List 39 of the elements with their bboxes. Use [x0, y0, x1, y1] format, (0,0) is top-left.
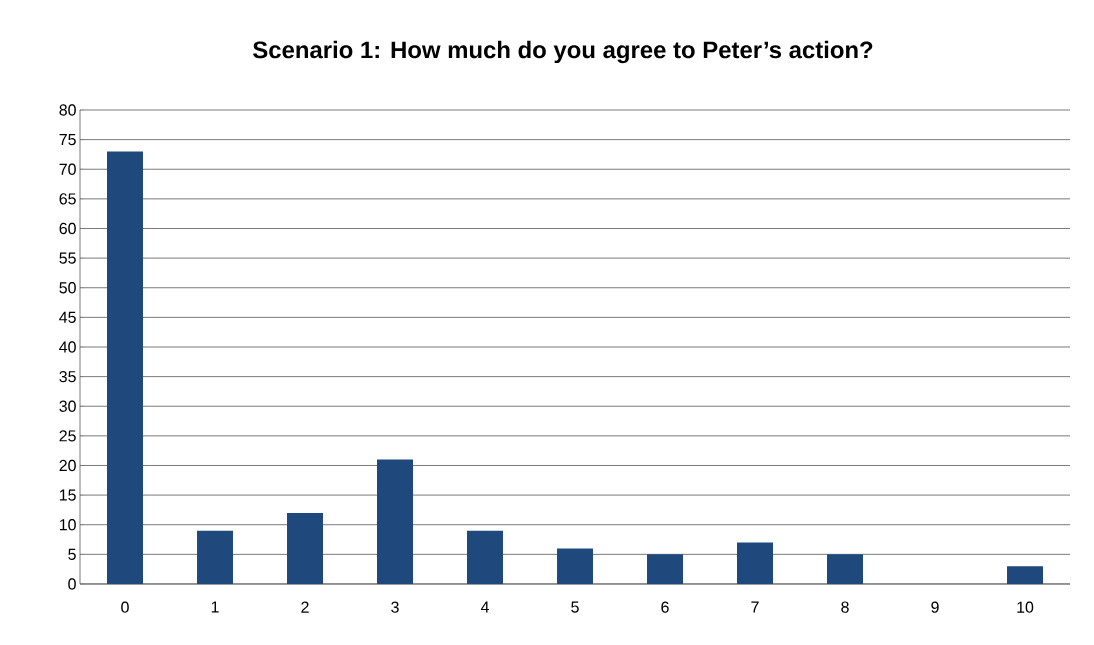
y-tick-label: 0: [68, 578, 76, 590]
bar: [197, 530, 234, 584]
y-tick-label: 25: [59, 430, 76, 442]
y-tick-label: 20: [59, 459, 76, 472]
y-tick-label: 50: [59, 282, 76, 294]
x-tick-label: 3: [391, 601, 399, 613]
x-tick-label: 9: [931, 601, 939, 613]
bar: [107, 151, 144, 584]
bar: [737, 542, 774, 584]
x-tick-label: 2: [301, 601, 309, 613]
y-tick-label: 75: [59, 134, 76, 146]
y-tick-label: 10: [59, 519, 76, 531]
bar: [377, 459, 414, 584]
x-tick-label: 10: [1017, 601, 1034, 613]
bar: [287, 512, 324, 584]
y-tick-label: 65: [59, 193, 76, 205]
x-tick-label: 4: [480, 601, 489, 613]
bar: [557, 548, 594, 584]
chart-title: Scenario 1: How much do you agree to Peter’s action?: [253, 40, 873, 64]
x-tick-label: 8: [841, 601, 849, 613]
y-tick-label: 5: [68, 548, 76, 560]
y-tick-label: 80: [59, 104, 76, 116]
y-tick-label: 40: [59, 341, 76, 353]
bar: [1007, 566, 1044, 584]
x-tick-label: 5: [571, 601, 579, 613]
y-tick-label: 30: [59, 400, 76, 412]
x-tick-label: 0: [121, 601, 129, 613]
bar: [647, 554, 684, 584]
x-tick-label: 1: [211, 601, 219, 613]
y-tick-label: 70: [59, 163, 76, 175]
y-tick-label: 60: [59, 222, 76, 235]
y-tick-label: 15: [59, 489, 76, 501]
y-tick-label: 35: [59, 370, 76, 383]
bar: [827, 554, 864, 584]
bar: [467, 530, 504, 584]
x-tick-label: 6: [661, 601, 669, 613]
y-tick-label: 45: [59, 311, 76, 323]
x-tick-label: 7: [751, 601, 759, 613]
y-tick-label: 55: [59, 252, 76, 264]
